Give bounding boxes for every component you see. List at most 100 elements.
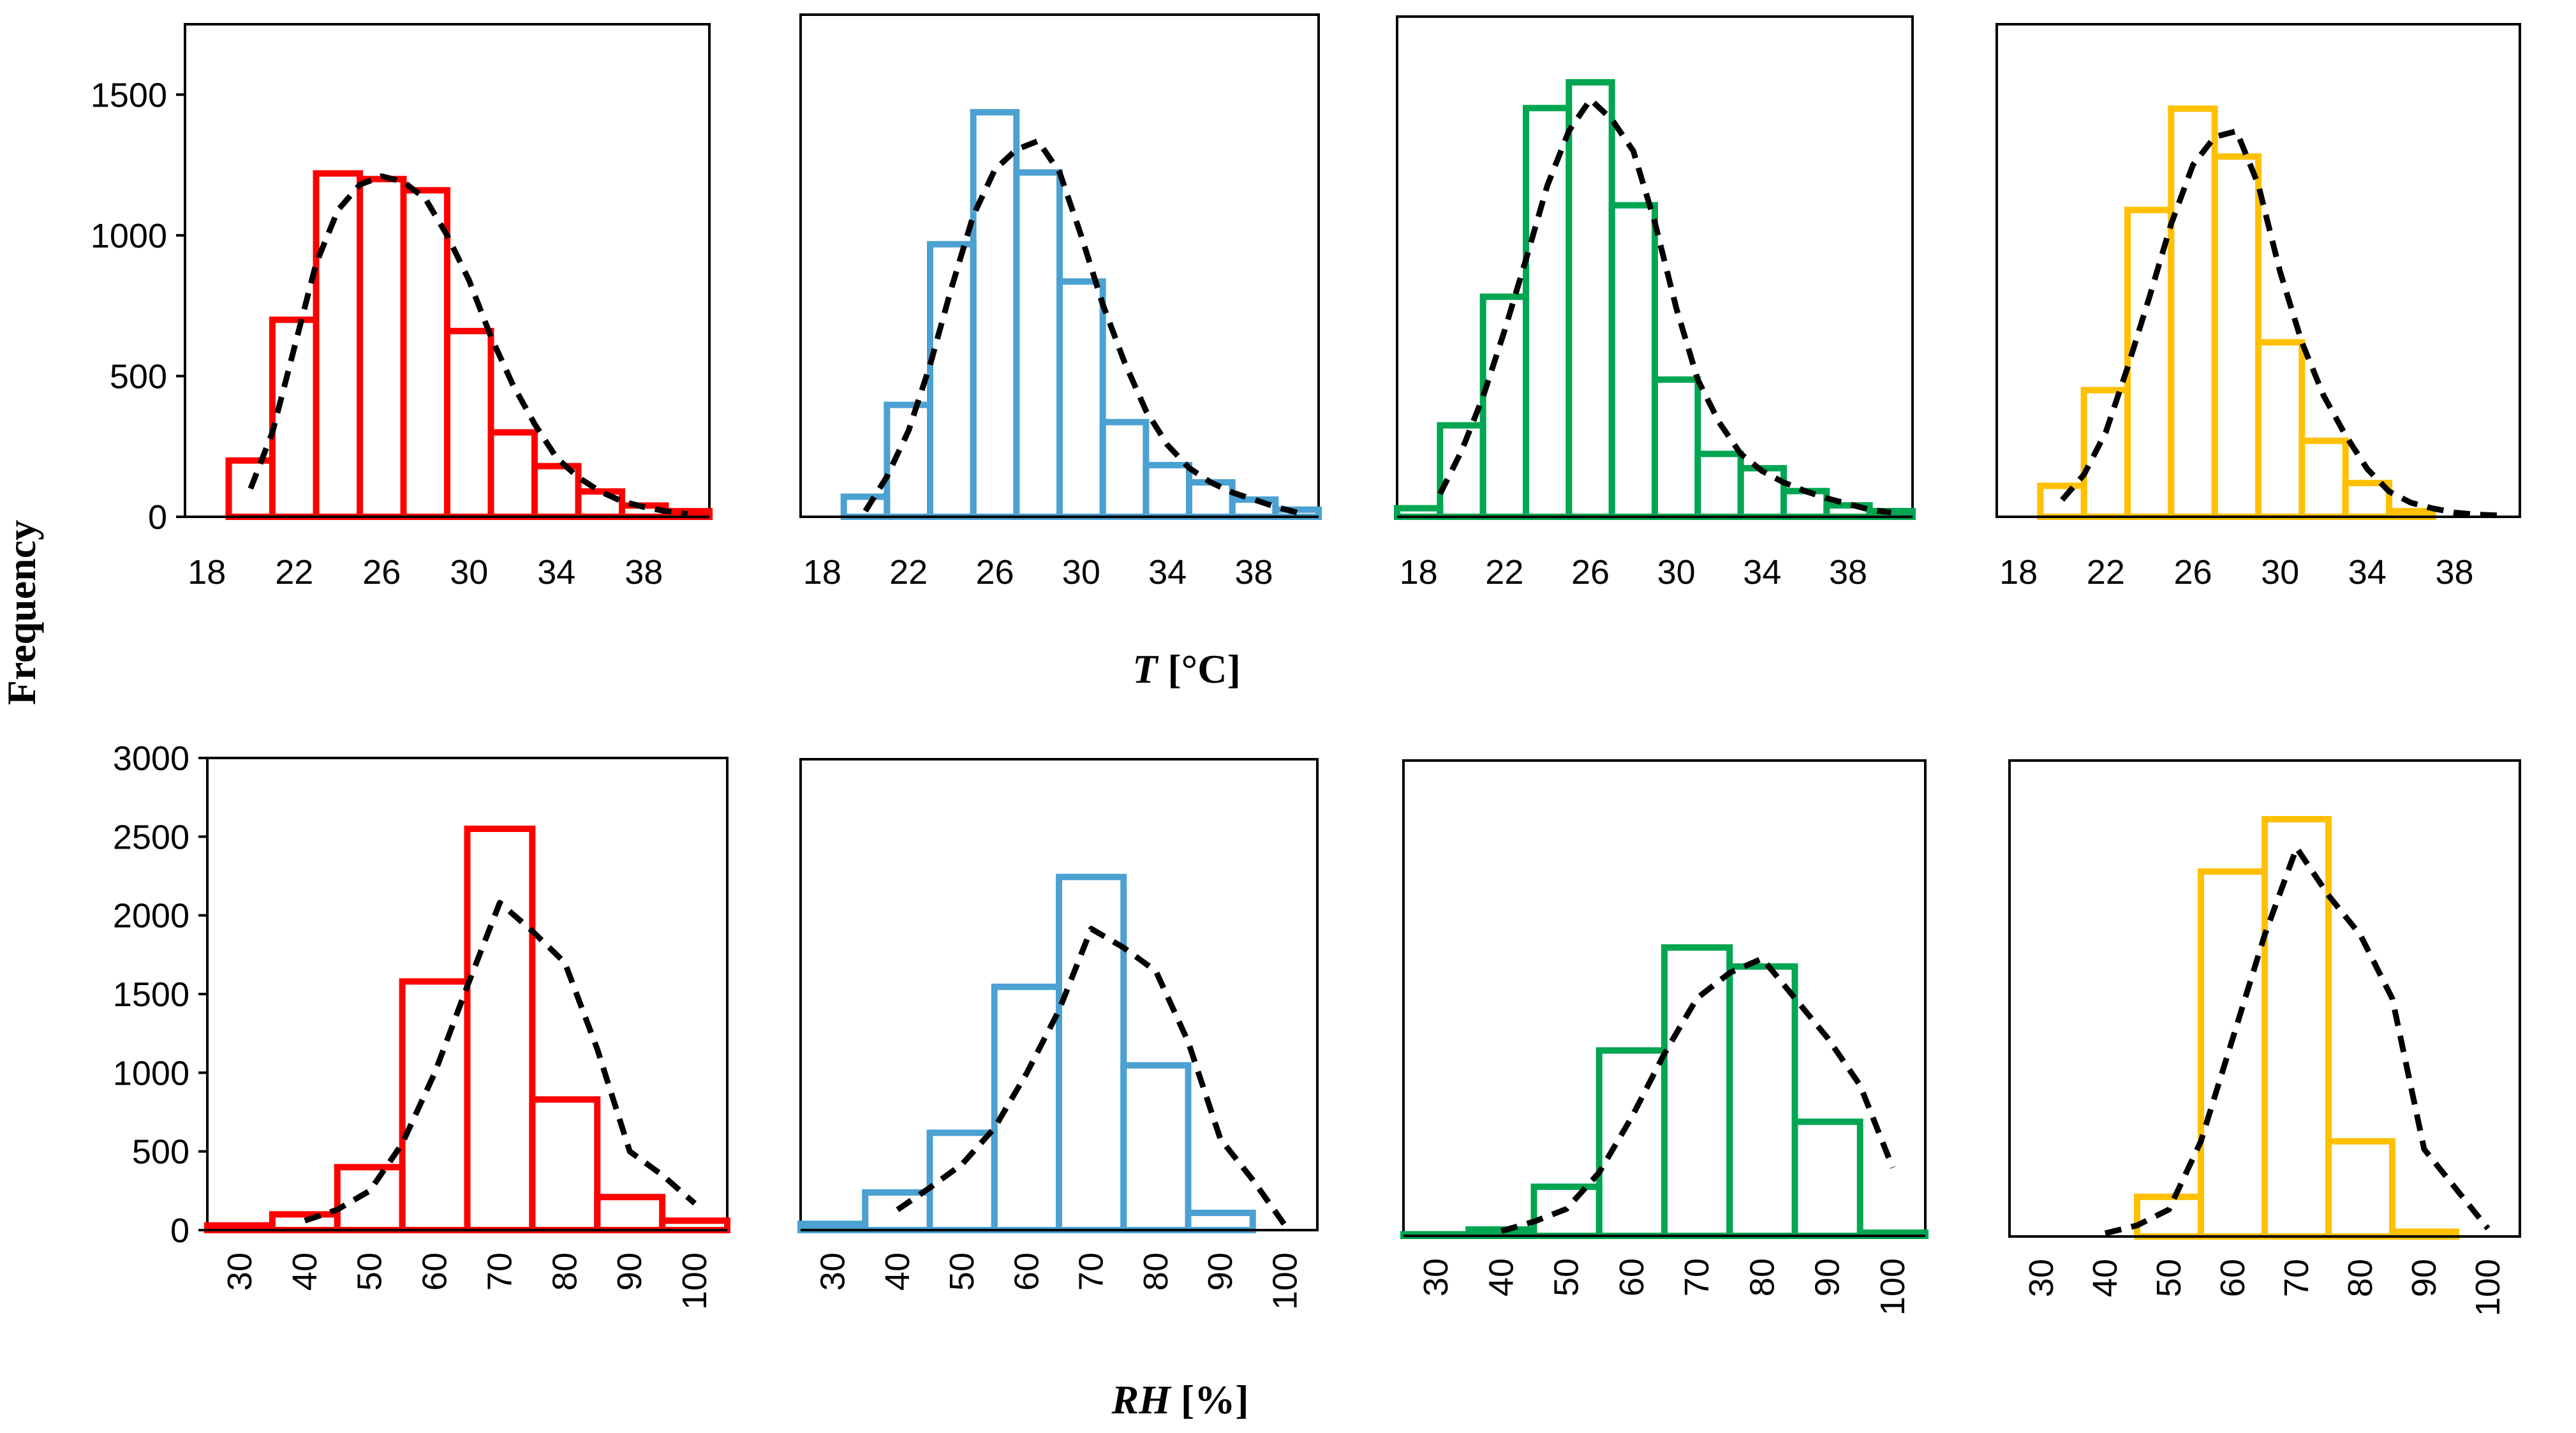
histogram-bar xyxy=(2298,437,2349,520)
histogram-bar xyxy=(1185,1209,1256,1233)
fit-curve xyxy=(896,926,1288,1228)
x-tick-label: 100 xyxy=(1266,1252,1304,1310)
histogram-bar xyxy=(269,1211,341,1234)
x-tick-label: 70 xyxy=(1678,1258,1716,1296)
x-tick-label: 80 xyxy=(545,1252,584,1291)
histogram-bar xyxy=(862,1189,933,1233)
histogram-bar xyxy=(1056,278,1106,520)
histogram-bar xyxy=(225,457,276,520)
histogram-bar xyxy=(1737,464,1788,521)
chart-panel-rh-2: 30 40 50 60 70 80 90 100 xyxy=(797,758,1319,1310)
x-tick-label: 60 xyxy=(416,1252,454,1291)
x-tick-label: 80 xyxy=(1137,1252,1175,1291)
x-tick-label: 30 xyxy=(2261,553,2299,591)
y-tick-label: 3000 xyxy=(113,739,189,778)
fit-curve xyxy=(248,173,688,517)
x-tick-label: 100 xyxy=(2469,1259,2507,1316)
x-tick-label: 100 xyxy=(1874,1258,1912,1316)
histogram-bar xyxy=(594,1194,666,1233)
y-tick-label: 1000 xyxy=(91,217,167,255)
x-tick-label: 34 xyxy=(1148,553,1187,591)
x-tick-label: 18 xyxy=(188,553,226,591)
histogram-bar xyxy=(399,978,471,1234)
chart-panel-t-2: 18 22 26 30 34 38 xyxy=(799,13,1322,591)
histogram-bar xyxy=(2255,339,2306,521)
histogram-bar xyxy=(1652,376,1701,521)
x-tick-label: 70 xyxy=(1072,1252,1111,1291)
x-tick-label: 90 xyxy=(1809,1258,1847,1296)
x-tick-label: 34 xyxy=(2348,553,2387,591)
x-tick-label: 22 xyxy=(275,553,313,591)
histogram-bar xyxy=(1523,105,1573,521)
x-tick-label: 18 xyxy=(1999,553,2038,591)
x-axis-title-humidity-var: RH xyxy=(1111,1377,1172,1422)
histogram-bar xyxy=(1013,169,1063,521)
chart-panel-rh-1: 30 40 50 60 70 80 90 10005001000150020002500300… xyxy=(113,739,730,1310)
x-tick-label: 22 xyxy=(2087,553,2125,591)
fit-curve xyxy=(304,900,697,1224)
fit-curve xyxy=(1500,955,1896,1234)
x-tick-label: 90 xyxy=(1201,1252,1240,1291)
histogram-bar xyxy=(2134,1193,2204,1240)
x-tick-label: 90 xyxy=(2405,1259,2443,1297)
fit-curve xyxy=(862,138,1298,516)
chart-panel-rh-4: 30 40 50 60 70 80 90 100 xyxy=(2008,759,2521,1316)
histogram-bar xyxy=(1120,1062,1192,1233)
x-tick-label: 22 xyxy=(1485,553,1523,591)
x-tick-label: 26 xyxy=(1571,553,1610,591)
histogram-bar xyxy=(1661,944,1733,1239)
x-tick-label: 38 xyxy=(1234,553,1273,591)
x-tick-label: 34 xyxy=(537,553,575,591)
x-axis-title-temperature-unit: [°C] xyxy=(1157,646,1240,692)
x-axis-title-humidity-unit: [%] xyxy=(1171,1377,1249,1422)
x-axis-title-temperature: T [°C] xyxy=(1132,646,1241,692)
histogram-bar xyxy=(2211,153,2262,520)
x-tick-label: 40 xyxy=(878,1252,917,1291)
y-tick-label: 500 xyxy=(132,1133,189,1171)
x-tick-label: 50 xyxy=(943,1252,981,1291)
x-tick-label: 30 xyxy=(2022,1259,2061,1297)
histogram-bar xyxy=(1791,1118,1863,1239)
y-tick-label: 1500 xyxy=(91,76,167,114)
x-axis-title-temperature-var: T xyxy=(1132,646,1159,692)
y-tick-label: 2500 xyxy=(113,818,189,856)
histogram-bar xyxy=(1608,202,1659,520)
fit-curve xyxy=(2060,128,2498,519)
panels-layer: 18 22 26 30 34 38 0 500 1000 1500 18 22 26 30 34 38 18 22… xyxy=(91,13,2521,1316)
y-tick-label: 1000 xyxy=(113,1054,189,1092)
x-tick-label: 30 xyxy=(1062,553,1100,591)
x-tick-label: 18 xyxy=(803,553,841,591)
x-tick-label: 50 xyxy=(1548,1258,1586,1296)
x-tick-label: 30 xyxy=(1417,1258,1455,1296)
x-tick-label: 38 xyxy=(2435,553,2473,591)
histogram-bar xyxy=(444,327,494,520)
histogram-bar xyxy=(2124,207,2175,520)
y-tick-label: 500 xyxy=(110,357,167,396)
x-tick-label: 60 xyxy=(1613,1258,1651,1296)
histogram-bar xyxy=(1694,450,1744,520)
x-tick-label: 90 xyxy=(611,1252,649,1291)
x-tick-label: 100 xyxy=(676,1252,714,1310)
x-tick-label: 40 xyxy=(286,1252,324,1291)
fit-curve xyxy=(1437,96,1891,516)
x-axis-title-humidity: RH [%] xyxy=(1111,1377,1248,1422)
x-tick-label: 40 xyxy=(2086,1259,2124,1297)
x-tick-label: 38 xyxy=(1829,553,1867,591)
y-axis-title: Frequency xyxy=(0,520,44,705)
histogram-bar xyxy=(2080,387,2131,520)
histogram-bar xyxy=(659,1217,730,1233)
x-tick-label: 60 xyxy=(1007,1252,1046,1291)
y-tick-label: 0 xyxy=(170,1212,189,1250)
x-tick-label: 26 xyxy=(2173,553,2212,591)
x-tick-label: 30 xyxy=(1657,553,1696,591)
x-tick-label: 70 xyxy=(2277,1259,2316,1297)
histogram-bar xyxy=(1143,462,1193,521)
x-tick-label: 40 xyxy=(1482,1258,1520,1296)
histogram-bar xyxy=(464,826,536,1233)
histogram-bar xyxy=(2325,1138,2395,1240)
histogram-bar xyxy=(487,429,538,521)
x-tick-label: 50 xyxy=(351,1252,389,1291)
histogram-bar xyxy=(926,1129,998,1233)
x-tick-label: 26 xyxy=(362,553,401,591)
x-tick-label: 22 xyxy=(889,553,928,591)
